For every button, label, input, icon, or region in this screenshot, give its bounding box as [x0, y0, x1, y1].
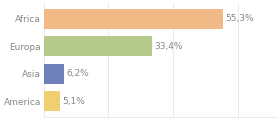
Text: 6,2%: 6,2%: [66, 69, 89, 78]
Text: 33,4%: 33,4%: [154, 42, 183, 51]
Bar: [44, 64, 64, 84]
Bar: [44, 9, 223, 29]
Text: 5,1%: 5,1%: [63, 97, 86, 106]
Text: 55,3%: 55,3%: [225, 14, 254, 23]
Bar: [44, 36, 152, 56]
Bar: [44, 91, 60, 111]
